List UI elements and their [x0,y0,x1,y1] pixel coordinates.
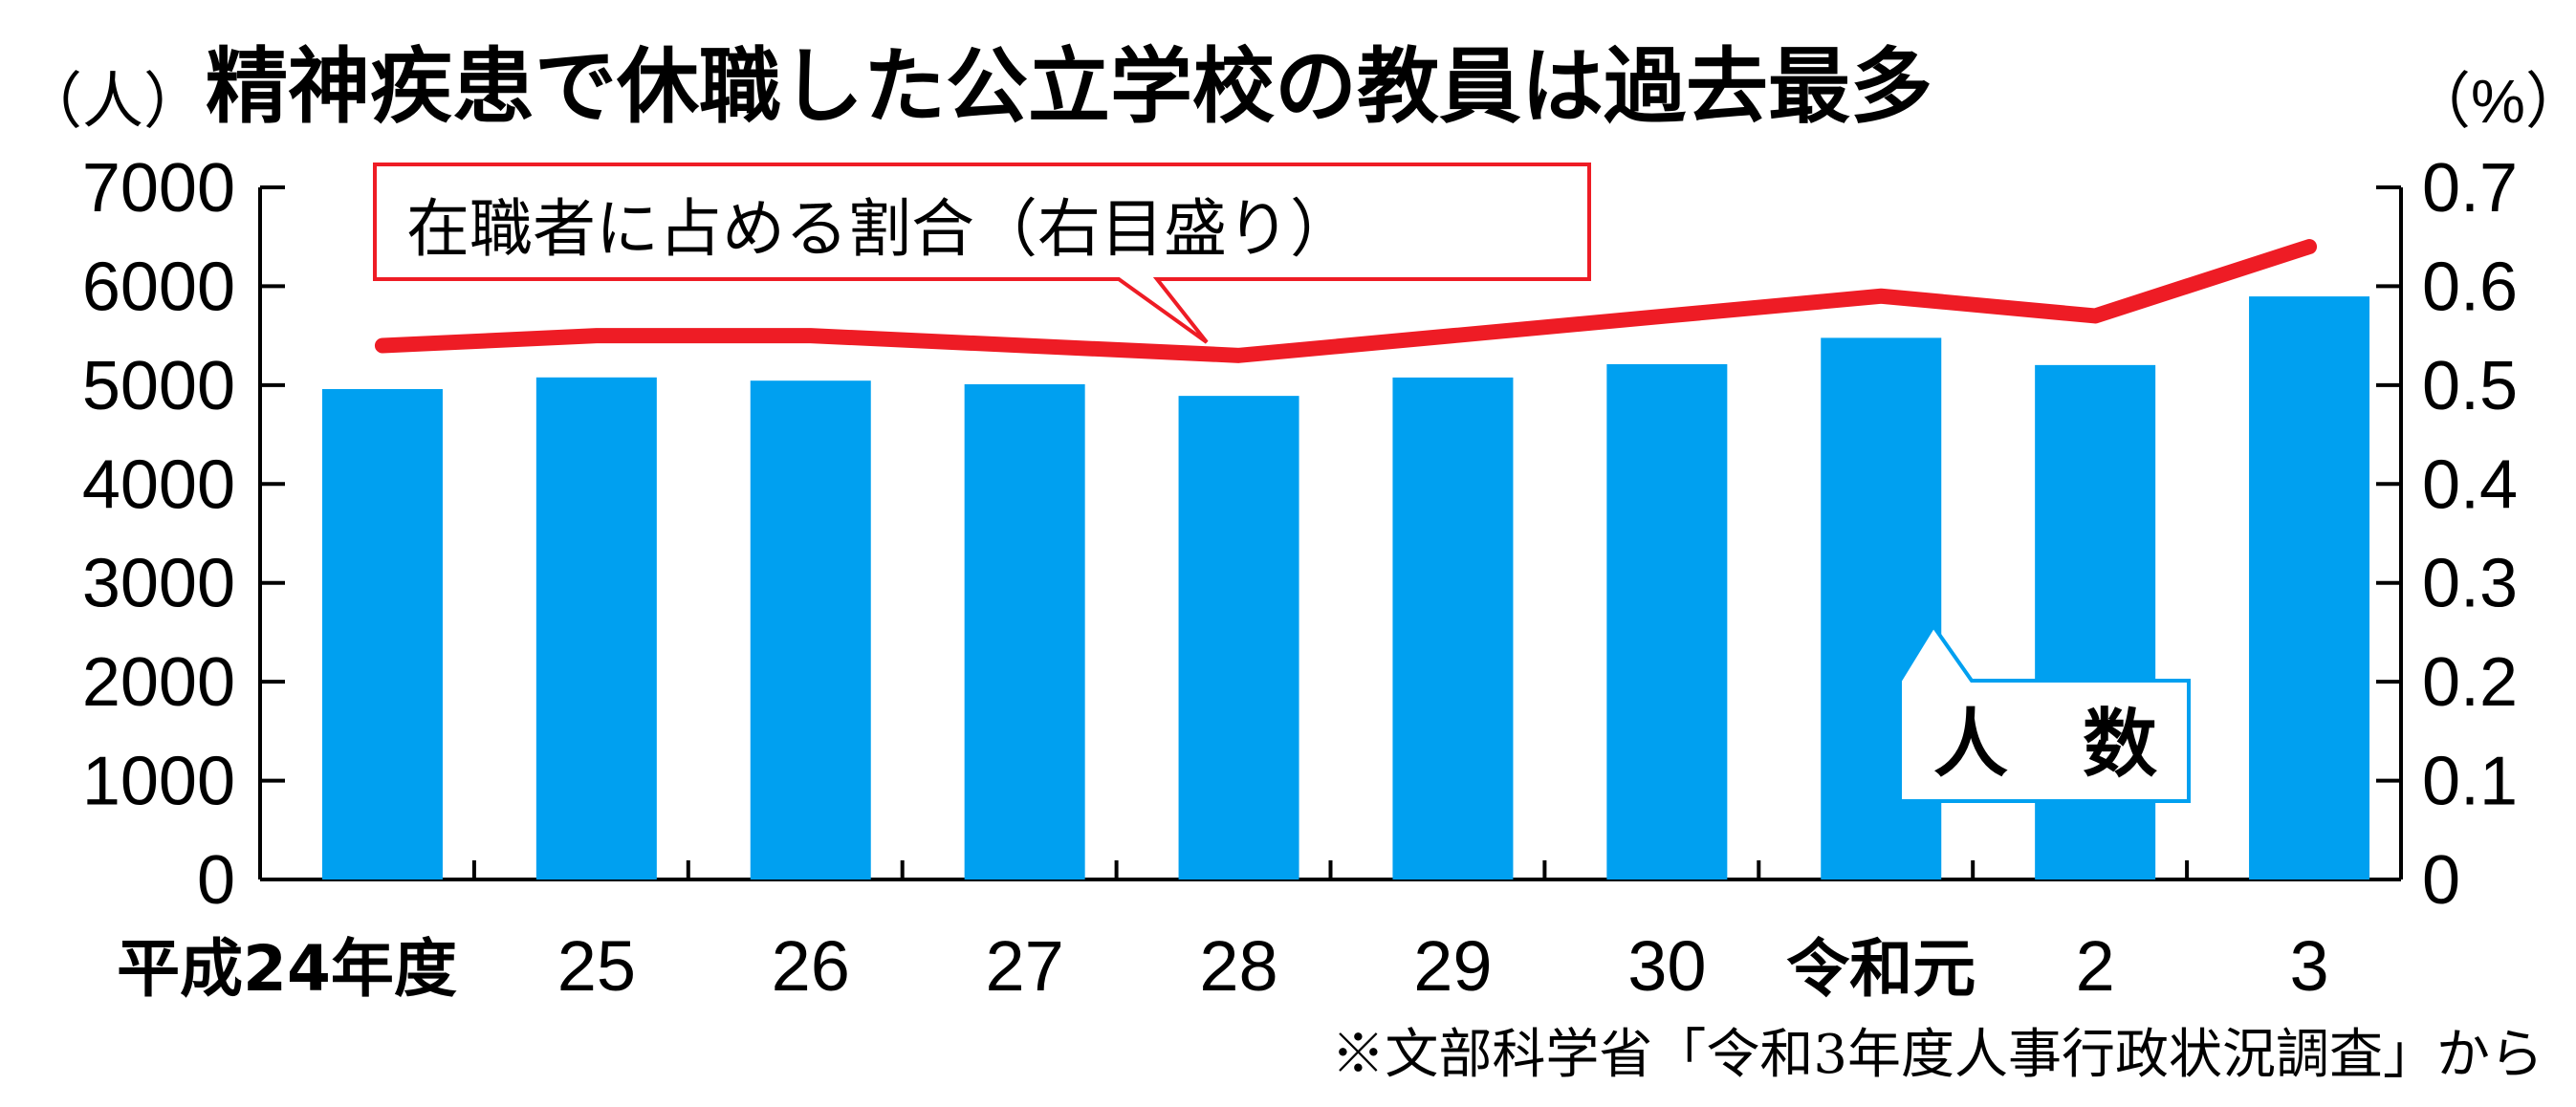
bar-callout-box [1898,622,2191,803]
left-tick-label: 4000 [82,446,235,523]
bar [1606,363,1728,879]
category-label: 令和元 [1786,932,1976,1006]
right-axis-unit: （%） [2410,67,2576,136]
bar [750,380,871,879]
left-tick-label: 7000 [82,150,235,227]
left-axis-ticks: 0 1000 2000 3000 4000 5000 6000 7000 [82,150,285,919]
category-label: 26 [772,926,850,1006]
ratio-line [374,239,2318,363]
category-label: 28 [1199,926,1277,1006]
right-tick-label: 0.1 [2422,744,2518,820]
left-tick-label: 1000 [82,744,235,820]
source-note: ※文部科学省「令和3年度人事行政状況調査」から [1331,1024,2543,1086]
bar [535,377,657,880]
category-label: 3 [2289,926,2328,1006]
category-label: 25 [557,926,636,1006]
line-callout-label: 在職者に占める割合（右目盛り） [406,192,1353,266]
category-label: 2 [2076,926,2115,1006]
bar [1392,377,1514,879]
left-tick-label: 2000 [82,644,235,721]
right-tick-label: 0.4 [2422,446,2518,523]
right-axis-ticks: 0 0.1 0.2 0.3 0.4 0.5 0.6 0.7 [2376,150,2518,919]
bar-callout: 人 数 [1898,622,2191,803]
left-tick-label: 3000 [82,546,235,622]
line-callout: 在職者に占める割合（右目盛り） [373,163,1591,344]
right-tick-label: 0.6 [2422,249,2518,325]
line-callout-box [373,163,1591,344]
right-tick-label: 0.3 [2422,546,2518,622]
bar [2249,296,2370,879]
bar [1178,396,1299,879]
right-tick-label: 0.5 [2422,348,2518,424]
category-label: 平成24年度 [117,932,457,1006]
left-tick-label: 5000 [82,348,235,424]
right-tick-label: 0.7 [2422,150,2518,227]
category-labels: 平成24年度 25 26 27 28 29 30 令和元 2 3 [117,926,2329,1006]
bar-callout-label: 人 数 [1933,702,2157,788]
category-label: 27 [985,926,1063,1006]
bar [321,388,443,880]
bar-series [321,296,2370,880]
left-tick-label: 0 [197,842,235,919]
category-label: 29 [1413,926,1492,1006]
right-tick-label: 0.2 [2422,644,2518,721]
left-tick-label: 6000 [82,249,235,325]
chart-title: 精神疾患で休職した公立学校の教員は過去最多 [206,39,1932,135]
bar [964,383,1085,880]
left-axis-unit: （人） [21,67,205,136]
category-label: 30 [1627,926,1706,1006]
line-series [374,239,2318,363]
right-tick-label: 0 [2422,842,2460,919]
x-axis-ticks [471,860,2190,879]
